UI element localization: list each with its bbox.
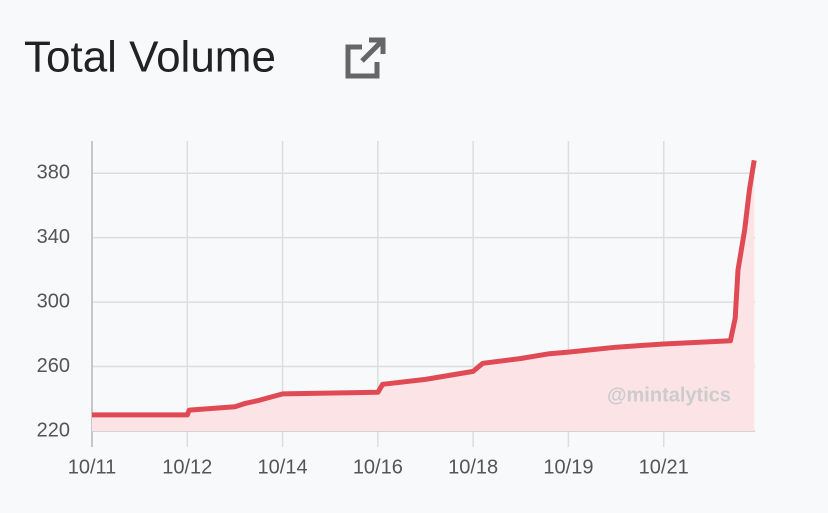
- y-tick-label: 300: [37, 290, 70, 312]
- x-tick-label: 10/11: [68, 456, 117, 478]
- x-tick-label: 10/21: [639, 456, 689, 478]
- x-tick-label: 10/14: [258, 456, 308, 478]
- x-tick-label: 10/19: [543, 456, 593, 478]
- chart-title: Total Volume: [24, 33, 276, 82]
- icon-box: [345, 44, 380, 79]
- x-tick-label: 10/18: [448, 456, 498, 478]
- x-tick-label: 10/12: [162, 456, 212, 478]
- y-tick-label: 260: [37, 355, 70, 377]
- y-tick-label: 220: [37, 419, 70, 441]
- y-tick-label: 340: [37, 226, 70, 248]
- icon-arrow: [360, 37, 386, 63]
- x-tick-label: 10/16: [353, 456, 403, 478]
- line: [92, 159, 757, 418]
- watermark: @mintalytics: [607, 384, 731, 406]
- external-link-icon[interactable]: [345, 37, 386, 79]
- plot: 220 260 300 340 380 10/11 10/12 10/14 10/16 10/18…: [37, 141, 757, 478]
- y-tick-label: 380: [37, 162, 70, 184]
- area: [92, 160, 755, 432]
